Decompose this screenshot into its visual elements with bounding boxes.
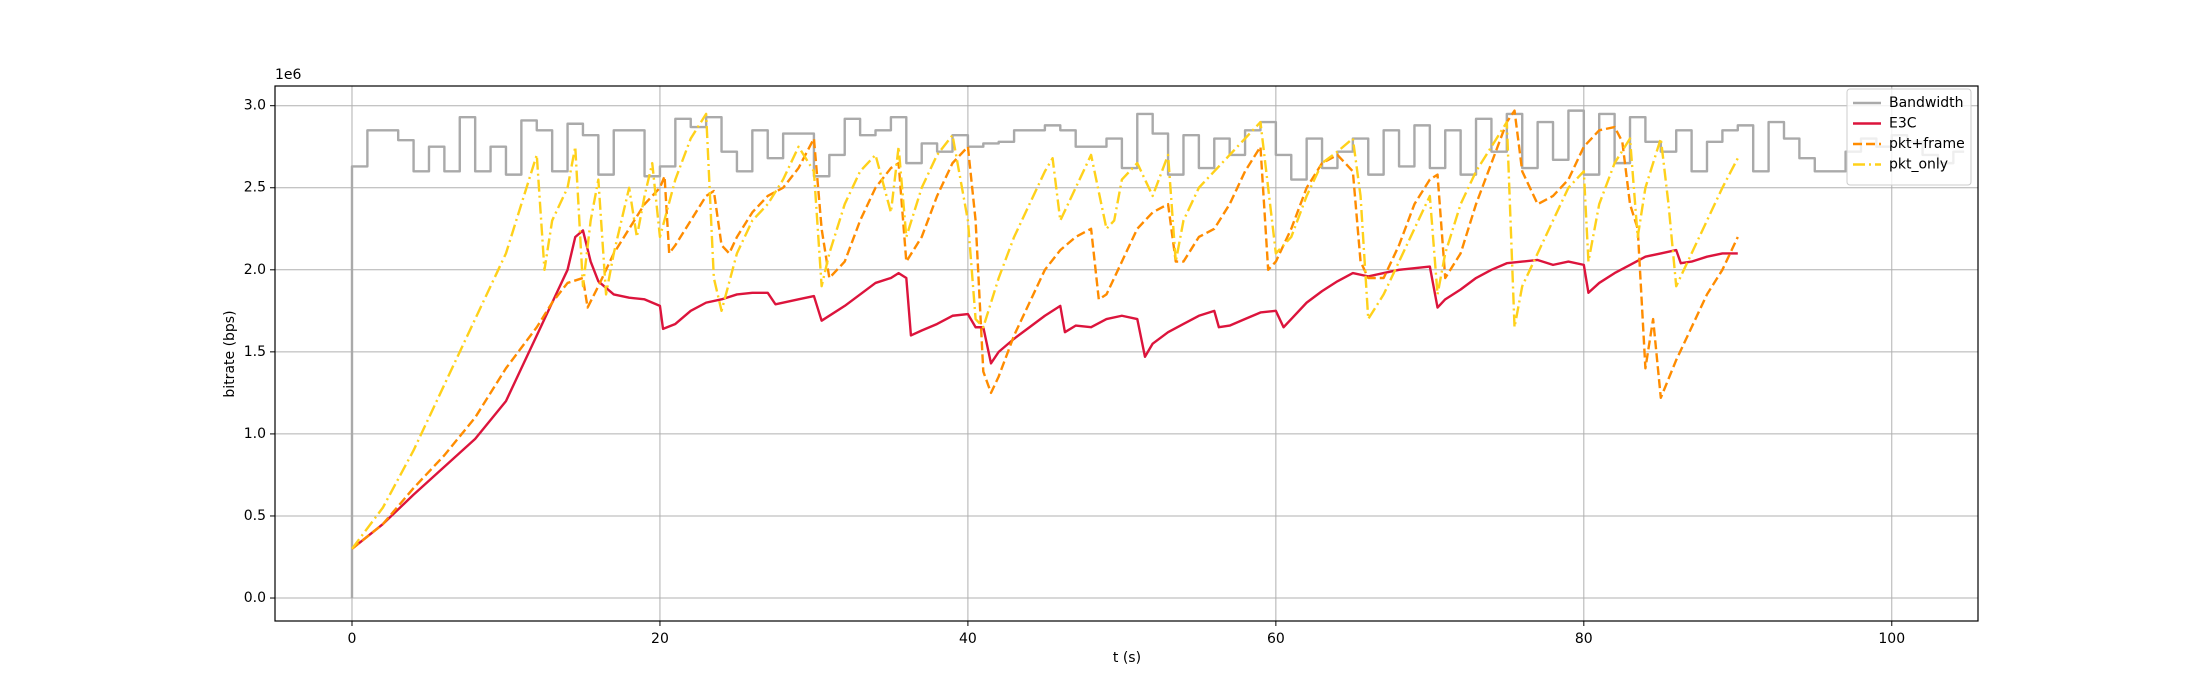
- y-tick-label: 1.5: [244, 344, 266, 360]
- data-line: [351, 229, 1738, 550]
- y-tick-label: 3.0: [244, 98, 266, 114]
- legend-frame: [1846, 88, 1972, 186]
- x-axis-label: t (s): [1113, 650, 1141, 666]
- legend: Bandwidth E3C pkt+frame pkt_only: [1846, 88, 1972, 186]
- y-axis-label: bitrate (bps): [222, 310, 238, 397]
- legend-label: pkt+frame: [1889, 136, 1965, 152]
- data-line: [351, 109, 1739, 550]
- y-offset-text: 1e6: [275, 67, 302, 83]
- x-tick-label: 0: [348, 631, 357, 647]
- x-tick-label: 20: [651, 631, 669, 647]
- x-tick-label: 60: [1267, 631, 1285, 647]
- y-tick-label: 1.0: [244, 426, 266, 442]
- y-tick-label: 2.5: [244, 180, 266, 196]
- data-line: [350, 109, 1965, 599]
- y-tick-label: 0.5: [244, 508, 266, 524]
- y-tick-label: 2.0: [244, 262, 266, 278]
- x-tick-label: 100: [1878, 631, 1905, 647]
- plot-frame: [274, 85, 1979, 622]
- legend-label: Bandwidth: [1889, 95, 1964, 111]
- data-line: [351, 112, 1739, 550]
- legend-label: E3C: [1889, 116, 1917, 132]
- x-tick-label: 40: [959, 631, 977, 647]
- y-tick-label: 0.0: [244, 590, 266, 606]
- legend-label: pkt_only: [1889, 157, 1948, 173]
- x-tick-label: 80: [1575, 631, 1593, 647]
